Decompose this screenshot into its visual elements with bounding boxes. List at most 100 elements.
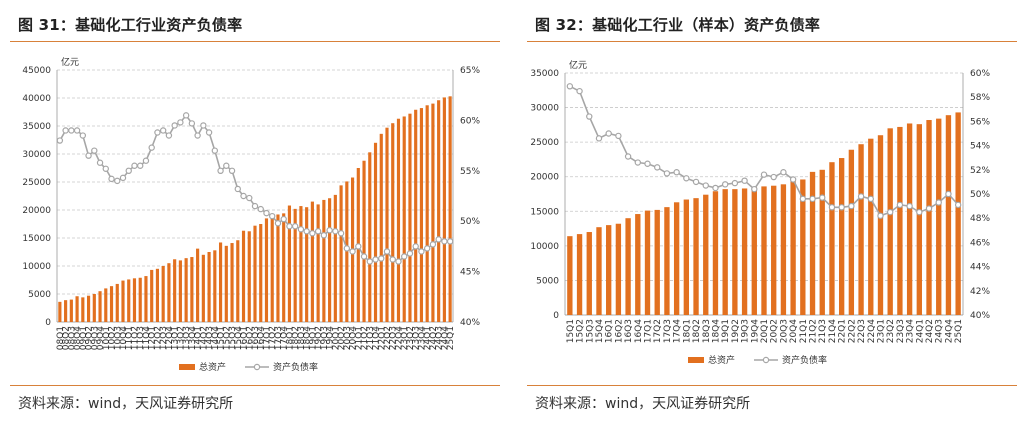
- bar-total-assets: [848, 149, 855, 315]
- point-debt-ratio: [799, 195, 807, 203]
- x-tick-label: 20Q3: [343, 326, 353, 350]
- x-tick-label: 08Q1: [56, 326, 66, 350]
- x-tick-label: 12Q1: [148, 326, 158, 350]
- bar-total-assets: [936, 118, 942, 316]
- bar-total-assets: [75, 296, 79, 322]
- x-tick-label: 13Q3: [182, 326, 192, 350]
- bar-total-assets: [293, 208, 297, 322]
- point-debt-ratio: [79, 132, 87, 139]
- x-tick-label: 16Q4: [634, 319, 644, 344]
- bar-total-assets: [241, 230, 246, 322]
- point-debt-ratio: [223, 162, 230, 169]
- y-unit-label: 亿元: [61, 56, 79, 68]
- x-tick-label: 14Q3: [205, 326, 215, 350]
- legend: 总资产 资产负债率: [179, 361, 318, 373]
- point-debt-ratio: [634, 159, 642, 166]
- bar-total-assets: [236, 240, 240, 322]
- point-debt-ratio: [137, 162, 144, 169]
- point-debt-ratio: [148, 144, 155, 151]
- point-debt-ratio: [337, 230, 345, 237]
- point-debt-ratio: [303, 228, 310, 235]
- x-tick-label: 18Q1: [682, 319, 692, 343]
- point-debt-ratio: [85, 152, 92, 159]
- point-debt-ratio: [355, 243, 362, 250]
- y-right-tick-label: 46%: [970, 238, 990, 248]
- point-debt-ratio: [119, 174, 127, 182]
- bar-total-assets: [161, 266, 165, 322]
- x-tick-label: 08Q2: [62, 326, 72, 350]
- y-left-tick-label: 15000: [530, 207, 559, 217]
- x-tick-label: 25Q1: [954, 319, 964, 343]
- point-debt-ratio: [188, 120, 196, 127]
- bar-total-assets: [178, 260, 182, 322]
- bar-total-assets: [86, 295, 91, 322]
- point-debt-ratio: [211, 147, 219, 154]
- bar-total-assets: [98, 291, 102, 322]
- point-debt-ratio: [819, 194, 826, 201]
- x-tick-label: 09Q4: [96, 326, 106, 351]
- bar-total-assets: [362, 160, 366, 322]
- bar-total-assets: [64, 300, 68, 322]
- y-left-tick-label: 30000: [530, 104, 559, 114]
- bar-total-assets: [69, 299, 73, 322]
- y-right-tick-label: 44%: [970, 263, 990, 273]
- x-tick-label: 22Q3: [857, 319, 867, 343]
- bar-total-assets: [703, 194, 709, 315]
- point-debt-ratio: [96, 159, 104, 166]
- bar-total-assets: [419, 108, 424, 322]
- x-tick-label: 22Q2: [847, 319, 857, 343]
- bar-total-assets: [155, 268, 160, 322]
- point-debt-ratio: [848, 202, 855, 210]
- point-debt-ratio: [159, 127, 167, 134]
- x-tick-label: 21Q2: [809, 319, 819, 343]
- y-right-tick-label: 60%: [460, 116, 480, 126]
- title-rule: [10, 41, 500, 42]
- x-tick-label: 16Q1: [605, 319, 615, 343]
- point-debt-ratio: [954, 201, 962, 209]
- x-tick-label: 24Q2: [429, 326, 439, 350]
- bar-total-assets: [104, 288, 108, 322]
- x-tick-label: 17Q2: [268, 326, 278, 350]
- y-right-tick-label: 55%: [460, 167, 480, 177]
- point-debt-ratio: [446, 238, 454, 245]
- bar-total-assets: [425, 105, 429, 322]
- point-debt-ratio: [240, 192, 247, 200]
- y-right-tick-label: 54%: [970, 142, 990, 152]
- source-note: 资料来源：wind，天风证券研究所: [535, 396, 751, 412]
- point-debt-ratio: [154, 129, 161, 136]
- x-tick-label: 21Q4: [828, 319, 838, 344]
- point-debt-ratio: [760, 171, 768, 178]
- point-debt-ratio: [372, 256, 379, 263]
- bar-total-assets: [615, 223, 622, 315]
- bar-total-assets: [328, 198, 332, 322]
- point-debt-ratio: [125, 167, 132, 175]
- x-tick-label: 19Q2: [314, 326, 324, 350]
- point-debt-ratio: [56, 137, 64, 144]
- x-tick-label: 20Q2: [337, 326, 347, 350]
- x-tick-label: 16Q2: [245, 326, 255, 350]
- point-debt-ratio: [217, 167, 224, 175]
- legend-label-bar: 总资产: [708, 354, 735, 366]
- x-tick-label: 22Q2: [383, 326, 393, 350]
- bar-total-assets: [230, 243, 234, 322]
- point-debt-ratio: [624, 153, 632, 160]
- bar-total-assets: [402, 116, 406, 322]
- title-rule: [527, 41, 1017, 42]
- x-tick-label: 15Q4: [595, 319, 605, 344]
- y-right-tick-label: 65%: [460, 66, 480, 76]
- point-debt-ratio: [389, 256, 396, 263]
- bar-total-assets: [282, 213, 286, 322]
- bar-total-assets: [414, 109, 418, 322]
- point-debt-ratio: [378, 255, 385, 262]
- point-debt-ratio: [314, 228, 322, 235]
- bar-total-assets: [144, 276, 148, 322]
- x-tick-label: 16Q2: [614, 319, 624, 343]
- legend-swatch-bar: [179, 364, 195, 370]
- x-tick-label: 19Q1: [308, 326, 318, 350]
- x-tick-label: 20Q3: [779, 319, 789, 343]
- x-tick-label: 18Q4: [303, 326, 313, 351]
- point-debt-ratio: [595, 135, 603, 142]
- y-right-tick-label: 40%: [460, 318, 480, 328]
- y-left-tick-label: 20000: [530, 173, 559, 183]
- x-tick-label: 16Q3: [251, 326, 261, 350]
